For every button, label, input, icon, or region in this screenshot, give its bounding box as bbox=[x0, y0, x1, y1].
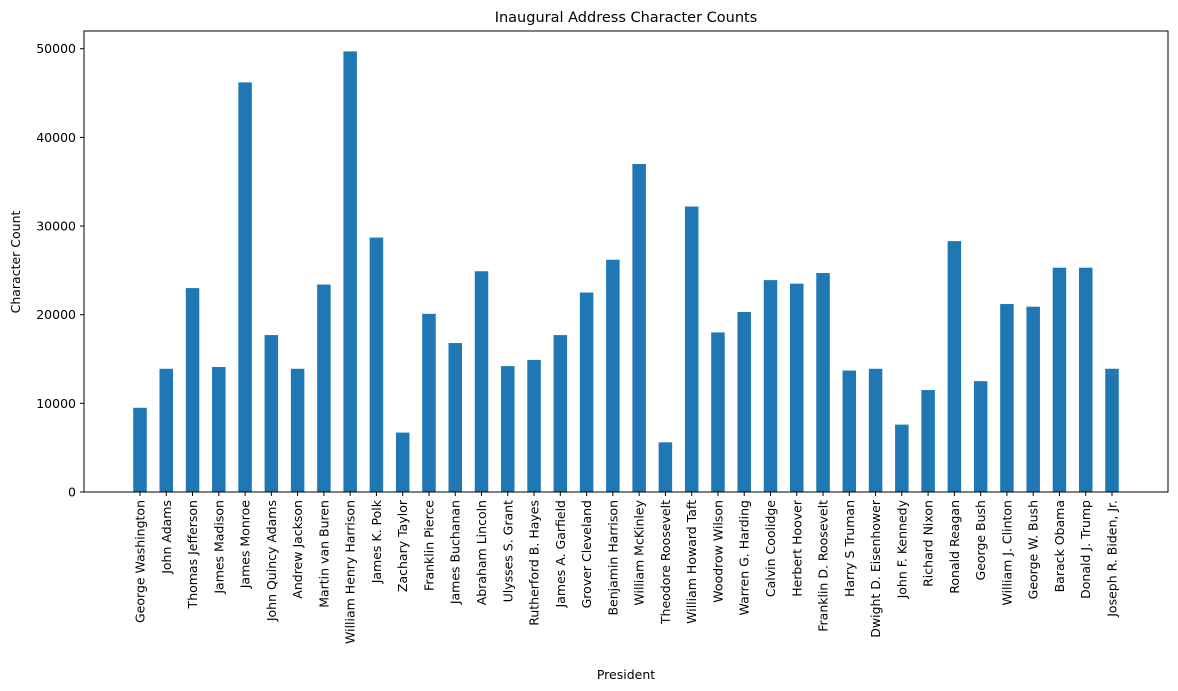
x-tick-label: James Madison bbox=[211, 500, 226, 595]
x-tick-label: Donald J. Trump bbox=[1078, 500, 1093, 599]
plot-frame bbox=[83, 30, 1169, 493]
x-tick-label: John Adams bbox=[159, 500, 174, 575]
x-tick-label: John F. Kennedy bbox=[894, 499, 909, 599]
bar bbox=[842, 370, 857, 492]
bar bbox=[527, 359, 541, 492]
bar bbox=[606, 259, 620, 492]
bar bbox=[579, 292, 594, 492]
x-tick-label: Martin van Buren bbox=[316, 500, 331, 608]
y-tick-label: 0 bbox=[68, 485, 76, 500]
x-tick-label: Warren G. Harding bbox=[737, 500, 752, 615]
x-tick-label: George Bush bbox=[973, 500, 988, 580]
bar bbox=[684, 206, 699, 493]
bar bbox=[947, 241, 962, 492]
bar bbox=[658, 442, 673, 492]
x-tick-label: Richard Nixon bbox=[921, 500, 936, 587]
bar bbox=[212, 366, 226, 492]
x-tick-label: Joseph R. Biden, Jr. bbox=[1105, 500, 1120, 618]
x-tick-label: James Monroe bbox=[238, 500, 253, 590]
x-tick-label: Herbert Hoover bbox=[789, 499, 804, 597]
x-tick-label: Woodrow Wilson bbox=[710, 500, 725, 603]
bar bbox=[317, 284, 331, 492]
y-tick-label: 40000 bbox=[36, 130, 76, 145]
x-tick-label: Franklin D. Roosevelt bbox=[816, 500, 831, 632]
bar bbox=[290, 368, 305, 492]
bar bbox=[711, 332, 725, 492]
y-tick-label: 30000 bbox=[36, 219, 76, 234]
chart-title: Inaugural Address Character Counts bbox=[495, 10, 758, 26]
x-tick-label: Franklin Pierce bbox=[421, 500, 436, 591]
bar bbox=[1052, 267, 1067, 492]
bar bbox=[632, 163, 646, 492]
bar bbox=[422, 313, 436, 492]
x-tick-label: Abraham Lincoln bbox=[474, 500, 489, 605]
x-tick-label: Grover Cleveland bbox=[579, 500, 594, 608]
bar bbox=[474, 271, 489, 492]
x-axis: George Washington John Adams Thomas Jeffer… bbox=[133, 492, 1120, 644]
bar bbox=[816, 273, 830, 492]
bar bbox=[238, 82, 252, 493]
bar bbox=[1026, 306, 1040, 492]
y-axis-label: Character Count bbox=[8, 210, 23, 313]
bars bbox=[133, 51, 1119, 493]
x-tick-label: James A. Garfield bbox=[553, 500, 568, 608]
bar bbox=[1000, 304, 1014, 492]
bar bbox=[763, 280, 778, 492]
x-tick-label: James Buchanan bbox=[448, 500, 463, 605]
x-tick-label: William Henry Harrison bbox=[343, 500, 358, 644]
x-tick-label: Calvin Coolidge bbox=[763, 500, 778, 597]
x-tick-label: Ulysses S. Grant bbox=[500, 500, 515, 603]
x-tick-label: Andrew Jackson bbox=[290, 500, 305, 599]
bar bbox=[448, 343, 462, 492]
x-tick-label: Barack Obama bbox=[1052, 500, 1067, 592]
bar bbox=[973, 381, 988, 492]
x-tick-label: Thomas Jefferson bbox=[185, 500, 200, 609]
bar bbox=[133, 407, 147, 492]
x-tick-label: George Washington bbox=[133, 500, 148, 623]
bar bbox=[185, 288, 200, 492]
x-tick-label: Zachary Taylor bbox=[395, 499, 410, 592]
bar bbox=[895, 424, 909, 492]
bar bbox=[868, 368, 883, 492]
x-axis-label: President bbox=[597, 667, 655, 682]
y-tick-label: 20000 bbox=[36, 307, 76, 322]
x-tick-label: James K. Polk bbox=[369, 499, 384, 584]
y-axis: 0 10000 20000 30000 40000 50000 bbox=[36, 41, 84, 500]
x-tick-label: William Howard Taft bbox=[684, 500, 699, 624]
bar bbox=[369, 237, 384, 492]
bar bbox=[395, 432, 410, 492]
bar bbox=[790, 283, 804, 492]
x-tick-label: William J. Clinton bbox=[999, 500, 1014, 606]
bar bbox=[159, 368, 174, 492]
x-tick-label: George W. Bush bbox=[1026, 500, 1041, 599]
bar bbox=[921, 390, 935, 492]
x-tick-label: Harry S Truman bbox=[842, 500, 857, 597]
x-tick-label: John Quincy Adams bbox=[264, 500, 279, 622]
bar bbox=[264, 335, 279, 492]
y-tick-label: 50000 bbox=[36, 41, 76, 56]
x-tick-label: Ronald Reagan bbox=[947, 500, 962, 594]
x-tick-label: Benjamin Harrison bbox=[605, 500, 620, 616]
x-tick-label: Dwight D. Eisenhower bbox=[868, 499, 883, 638]
y-tick-label: 10000 bbox=[36, 396, 76, 411]
bar bbox=[737, 312, 751, 492]
bar bbox=[1078, 267, 1093, 492]
x-tick-label: William McKinley bbox=[632, 499, 647, 605]
x-tick-label: Theodore Roosevelt bbox=[658, 500, 673, 625]
bar bbox=[501, 366, 515, 492]
bar bbox=[1105, 368, 1119, 492]
x-tick-label: Rutherford B. Hayes bbox=[527, 500, 542, 626]
bar bbox=[343, 51, 357, 493]
bar bbox=[553, 335, 568, 492]
